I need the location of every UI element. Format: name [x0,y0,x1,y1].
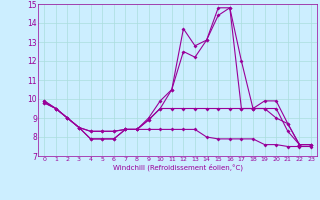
X-axis label: Windchill (Refroidissement éolien,°C): Windchill (Refroidissement éolien,°C) [113,164,243,171]
